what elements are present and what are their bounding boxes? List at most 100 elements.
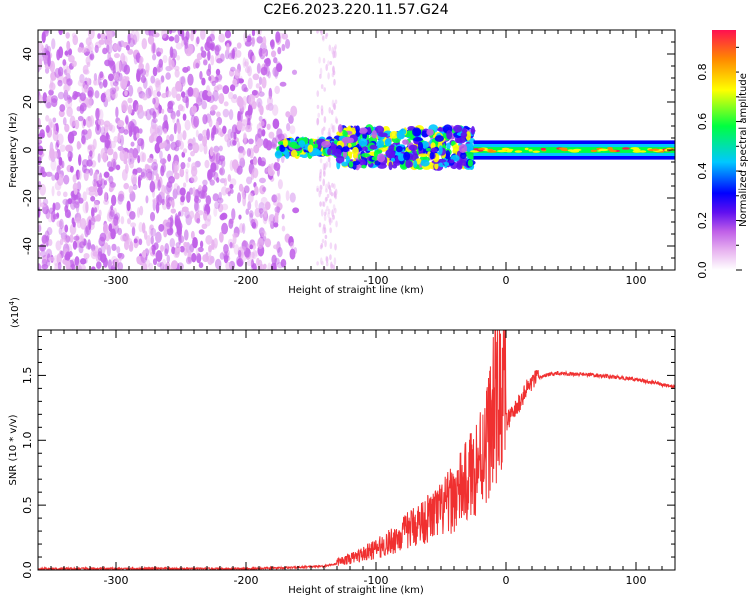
- heatmap-cell: [251, 37, 255, 47]
- heatmap-cell: [189, 210, 195, 219]
- heatmap-cell: [438, 145, 443, 155]
- heatmap-cell: [185, 256, 193, 265]
- heatmap-cell: [341, 161, 349, 167]
- heatmap-cell: [334, 44, 337, 50]
- heatmap-cell: [242, 57, 247, 69]
- heatmap-cell: [218, 155, 226, 162]
- heatmap-cell: [213, 171, 219, 181]
- heatmap-cell: [259, 105, 264, 116]
- heatmap-cell: [100, 147, 106, 160]
- heatmap-cell: [460, 152, 467, 159]
- heatmap-cell: [245, 208, 250, 215]
- heatmap-cell: [232, 93, 238, 100]
- heatmap-cell: [48, 89, 54, 96]
- heatmap-cell: [76, 140, 81, 150]
- heatmap-cell: [289, 241, 295, 249]
- heatmap-cell: [156, 262, 162, 268]
- heatmap-cell: [147, 35, 155, 45]
- heatmap-cell: [460, 131, 468, 138]
- heatmap-cell: [103, 191, 108, 201]
- heatmap-cell: [319, 189, 323, 195]
- heatmap-cell: [327, 148, 332, 156]
- x-tick-label: 100: [626, 274, 647, 287]
- heatmap-cell: [177, 131, 183, 143]
- heatmap-cell: [150, 227, 157, 237]
- y-tick-label: -40: [21, 237, 34, 255]
- heatmap-cell: [206, 68, 212, 77]
- heatmap-cell: [231, 48, 235, 60]
- heatmap-cell: [324, 209, 328, 215]
- heatmap-cell: [84, 258, 88, 264]
- heatmap-cell: [213, 237, 218, 249]
- heatmap-cell: [70, 130, 78, 137]
- heatmap-cell: [334, 99, 338, 105]
- heatmap-cell: [100, 126, 106, 137]
- heatmap-cell: [212, 90, 219, 102]
- heatmap-cell: [213, 145, 220, 153]
- heatmap-cell: [518, 148, 527, 152]
- heatmap-cell: [142, 249, 147, 258]
- heatmap-cell: [103, 124, 109, 134]
- heatmap-cell: [316, 30, 319, 34]
- heatmap-cell: [109, 87, 117, 95]
- heatmap-cell: [246, 148, 252, 157]
- heatmap-cell: [97, 186, 103, 196]
- heatmap-cell: [408, 161, 413, 168]
- heatmap-cell: [77, 262, 82, 270]
- heatmap-cell: [102, 47, 108, 55]
- heatmap-cell: [198, 229, 205, 235]
- heatmap-cell: [277, 192, 281, 204]
- heatmap-cell: [210, 106, 215, 112]
- y-tick-label: 1.5: [21, 367, 34, 385]
- x-tick-label: -100: [364, 274, 389, 287]
- heatmap-cell: [399, 128, 407, 136]
- heatmap-cell: [244, 40, 252, 47]
- heatmap-cell: [142, 94, 148, 101]
- heatmap-cell: [144, 164, 151, 173]
- heatmap-cell: [231, 208, 236, 221]
- heatmap-cell: [152, 89, 158, 98]
- heatmap-cell: [186, 162, 190, 169]
- heatmap-cell: [322, 178, 326, 187]
- heatmap-cell: [221, 222, 229, 235]
- heatmap-cell: [239, 100, 246, 112]
- heatmap-cell: [78, 154, 82, 166]
- heatmap-cell: [267, 262, 272, 270]
- heatmap-cell: [333, 148, 342, 158]
- heatmap-cell: [251, 30, 256, 37]
- heatmap-cell: [69, 234, 74, 243]
- heatmap-cell: [261, 47, 267, 57]
- heatmap-cell: [81, 135, 86, 145]
- heatmap-cell: [321, 261, 324, 266]
- snr-ticks: -300 -200 -100 0 100 0.0 0.5 1.0 1.5: [21, 330, 676, 587]
- y-tick-label: 0.5: [21, 496, 34, 514]
- heatmap-cell: [135, 132, 140, 139]
- heatmap-cell: [325, 64, 328, 72]
- heatmap-cell: [430, 147, 438, 153]
- heatmap-cell: [170, 208, 177, 214]
- heatmap-cell: [163, 229, 168, 238]
- heatmap-cell: [176, 110, 181, 117]
- heatmap-cell: [316, 261, 319, 266]
- heatmap-cell: [195, 93, 201, 104]
- heatmap-cell: [159, 142, 165, 150]
- heatmap-cell: [235, 49, 242, 58]
- heatmap-cell: [325, 197, 328, 202]
- heatmap-cell: [122, 55, 128, 65]
- heatmap-cell: [72, 34, 79, 46]
- heatmap-cell: [291, 144, 301, 149]
- heatmap-cell: [38, 135, 42, 143]
- heatmap-cell: [193, 195, 199, 203]
- heatmap-cell: [235, 256, 243, 267]
- heatmap-cell: [514, 150, 523, 153]
- heatmap-cell: [63, 83, 70, 93]
- heatmap-cell: [66, 78, 73, 86]
- heatmap-cell: [140, 75, 147, 84]
- heatmap-cell: [231, 96, 238, 104]
- heatmap-cell: [120, 78, 128, 90]
- heatmap-cell: [181, 206, 189, 213]
- snr-series-line: [38, 330, 675, 570]
- heatmap-cell: [123, 159, 128, 165]
- heatmap-cell: [285, 38, 291, 49]
- heatmap-cell: [324, 196, 328, 203]
